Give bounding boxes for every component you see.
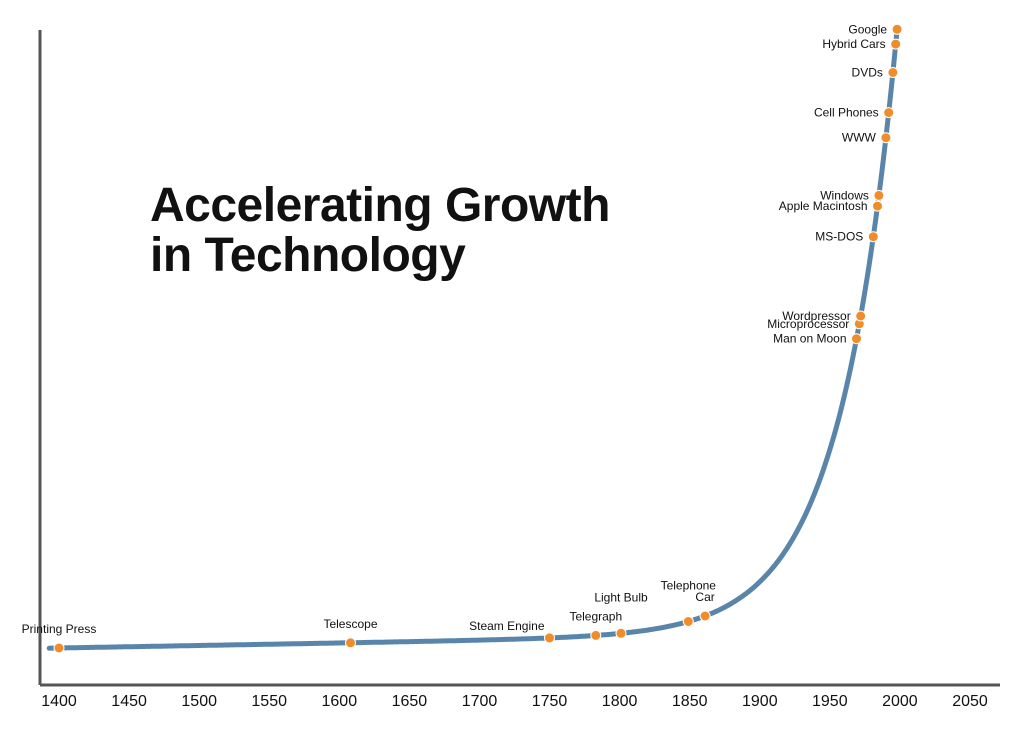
x-tick-label-1500: 1500 <box>181 693 217 710</box>
event-marker-www <box>880 132 892 144</box>
event-label-man-on-moon: Man on Moon <box>773 332 846 346</box>
event-label-ms-dos: MS-DOS <box>815 230 863 244</box>
x-tick-label-1900: 1900 <box>742 693 778 710</box>
event-marker-dvds <box>887 67 899 78</box>
event-marker-ms-dos <box>867 231 879 243</box>
event-label-light-bulb: Light Bulb <box>594 590 648 604</box>
event-marker-light-bulb <box>615 627 627 639</box>
x-tick-label-1600: 1600 <box>322 693 358 710</box>
x-tick-label-1400: 1400 <box>41 693 77 710</box>
chart-title-line-2: in Technology <box>150 229 466 282</box>
event-label-steam-engine: Steam Engine <box>469 619 545 633</box>
event-label-cell-phones: Cell Phones <box>814 106 879 120</box>
event-label-www: WWW <box>842 131 877 145</box>
x-tick-label-1450: 1450 <box>111 693 147 710</box>
event-marker-telephone <box>682 616 694 627</box>
event-marker-car <box>699 610 711 622</box>
event-label-microprocessor: Microprocessor <box>767 317 849 331</box>
label-layer: Printing Press Telescope Steam Engine Teleg… <box>22 22 888 636</box>
curve-layer <box>46 26 900 651</box>
event-label-car: Car <box>695 590 714 604</box>
chart-title-line-1: Accelerating Growth <box>150 179 610 232</box>
event-marker-printing-press <box>53 642 65 654</box>
event-label-apple-macintosh: Apple Macintosh <box>779 199 868 213</box>
event-label-telephone: Telephone <box>661 579 717 593</box>
event-label-telescope: Telescope <box>323 617 377 631</box>
growth-curve <box>46 26 900 651</box>
event-label-wordpressor: Wordpressor <box>782 309 850 323</box>
event-label-printing-press: Printing Press <box>22 622 97 636</box>
x-tick-label-1850: 1850 <box>672 693 708 710</box>
x-tick-label-1750: 1750 <box>532 693 568 710</box>
event-label-dvds: DVDs <box>852 66 883 80</box>
x-tick-label-1800: 1800 <box>602 693 638 710</box>
x-tick-label-1550: 1550 <box>251 693 287 710</box>
tick-layer: 1400 1450 1500 1550 1600 1650 1700 1750 1800 1850… <box>41 693 988 710</box>
event-marker-wordpressor <box>855 310 867 322</box>
axes <box>38 30 1000 687</box>
x-tick-label-1650: 1650 <box>392 693 428 710</box>
event-marker-google <box>891 23 903 35</box>
event-marker-cell-phones <box>883 107 895 119</box>
event-label-hybrid-cars: Hybrid Cars <box>822 37 885 51</box>
x-tick-label-2000: 2000 <box>882 693 918 710</box>
marker-layer <box>53 23 903 654</box>
event-marker-hybrid-cars <box>890 38 902 50</box>
x-tick-label-1950: 1950 <box>812 693 848 710</box>
event-marker-telescope <box>345 637 356 649</box>
event-label-telegraph: Telegraph <box>569 609 622 623</box>
x-tick-label-2050: 2050 <box>952 693 988 710</box>
event-marker-telegraph <box>590 629 602 641</box>
event-label-windows: Windows <box>820 188 869 202</box>
event-marker-steam-engine <box>544 632 555 644</box>
event-marker-windows <box>873 189 885 201</box>
event-marker-man-on-moon <box>851 333 862 345</box>
x-tick-label-1700: 1700 <box>462 693 498 710</box>
event-label-google: Google <box>848 22 887 36</box>
event-marker-apple-macintosh <box>872 200 883 212</box>
